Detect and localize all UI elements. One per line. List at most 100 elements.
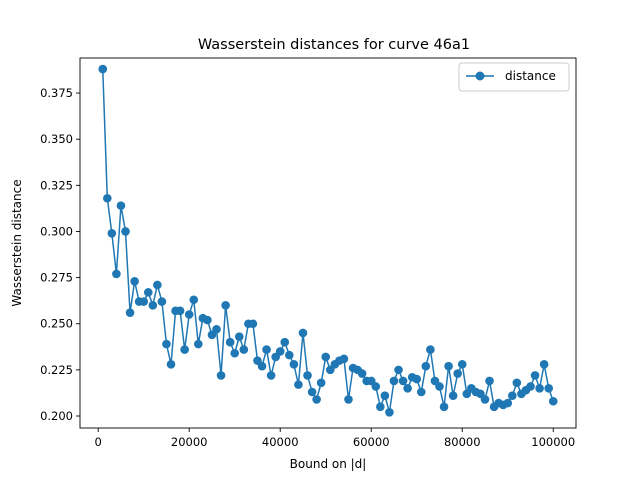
data-point bbox=[225, 337, 235, 347]
data-point bbox=[507, 391, 517, 401]
y-tick-label: 0.275 bbox=[40, 271, 73, 285]
data-point bbox=[180, 345, 189, 354]
y-axis: 0.200 0.225 0.250 0.275 0.300 0.325 0.350 0.375 bbox=[40, 86, 80, 423]
y-tick-label: 0.250 bbox=[40, 317, 73, 331]
legend: distance bbox=[458, 62, 570, 92]
data-point bbox=[316, 378, 326, 388]
data-point bbox=[157, 297, 167, 306]
data-point bbox=[239, 345, 249, 354]
data-point bbox=[535, 384, 544, 393]
data-point bbox=[371, 382, 381, 391]
data-point bbox=[412, 374, 422, 384]
data-point bbox=[230, 348, 240, 358]
plot-layer bbox=[98, 64, 558, 417]
data-point bbox=[248, 319, 258, 329]
data-point bbox=[212, 324, 221, 334]
data-point bbox=[421, 361, 431, 371]
data-point bbox=[485, 376, 494, 386]
data-point bbox=[512, 378, 522, 388]
data-point bbox=[280, 337, 290, 347]
data-point bbox=[221, 300, 230, 310]
data-point bbox=[344, 395, 353, 404]
data-point bbox=[448, 391, 458, 401]
data-point bbox=[539, 360, 549, 369]
y-axis-label: Wasserstein distance bbox=[10, 179, 24, 306]
data-point bbox=[444, 361, 453, 371]
legend-entry-distance: distance bbox=[505, 69, 556, 83]
data-point bbox=[439, 402, 449, 412]
data-point bbox=[216, 371, 226, 380]
x-tick-label: 20000 bbox=[171, 435, 208, 449]
data-point bbox=[194, 339, 203, 349]
data-point bbox=[125, 308, 135, 317]
y-tick-label: 0.300 bbox=[40, 224, 73, 238]
plot-frame bbox=[79, 57, 577, 429]
data-point bbox=[103, 193, 112, 203]
data-point bbox=[385, 408, 394, 417]
data-point bbox=[376, 402, 385, 412]
data-point bbox=[435, 382, 444, 391]
data-point bbox=[130, 276, 139, 286]
data-point bbox=[394, 365, 403, 375]
data-point bbox=[357, 369, 367, 378]
legend-box bbox=[458, 62, 570, 92]
data-point bbox=[162, 339, 171, 349]
data-point bbox=[321, 352, 331, 362]
data-point bbox=[453, 369, 462, 378]
data-point bbox=[189, 295, 199, 305]
data-point bbox=[480, 395, 490, 404]
y-tick-label: 0.350 bbox=[40, 132, 73, 146]
data-point bbox=[303, 371, 312, 380]
y-tick-label: 0.200 bbox=[40, 409, 73, 423]
y-tick-label: 0.375 bbox=[40, 86, 73, 100]
data-point bbox=[153, 280, 162, 290]
data-point bbox=[98, 64, 108, 74]
x-tick-label: 80000 bbox=[444, 435, 481, 449]
data-point bbox=[143, 288, 153, 297]
data-point bbox=[389, 376, 399, 386]
data-point bbox=[175, 306, 185, 316]
data-point bbox=[307, 387, 317, 397]
data-point bbox=[289, 360, 299, 369]
x-tick-label: 60000 bbox=[353, 435, 390, 449]
data-point bbox=[275, 347, 285, 356]
data-point bbox=[526, 382, 535, 391]
data-point bbox=[139, 297, 149, 306]
data-point bbox=[457, 360, 467, 369]
data-point bbox=[285, 350, 294, 360]
data-point bbox=[116, 201, 126, 210]
data-point bbox=[530, 371, 540, 380]
data-point bbox=[294, 380, 303, 389]
data-point bbox=[184, 310, 194, 319]
data-point bbox=[544, 384, 553, 393]
y-tick-label: 0.225 bbox=[40, 363, 73, 377]
data-point bbox=[503, 398, 513, 408]
data-point bbox=[148, 300, 158, 310]
y-tick-label: 0.325 bbox=[40, 178, 73, 192]
x-tick-label: 0 bbox=[95, 435, 102, 449]
data-point bbox=[312, 395, 321, 404]
x-tick-label: 100000 bbox=[531, 435, 575, 449]
data-point bbox=[426, 345, 435, 354]
data-point bbox=[112, 269, 121, 279]
data-point bbox=[203, 315, 212, 325]
data-point bbox=[298, 328, 308, 338]
data-point bbox=[266, 371, 276, 380]
data-point bbox=[107, 229, 117, 238]
legend-marker-swatch bbox=[475, 71, 485, 81]
chart-title: Wasserstein distances for curve 46a1 bbox=[198, 37, 470, 53]
x-tick-label: 40000 bbox=[262, 435, 299, 449]
x-axis-label: Bound on |d| bbox=[290, 457, 367, 471]
data-point bbox=[548, 396, 558, 406]
data-point bbox=[257, 361, 267, 371]
data-point bbox=[121, 227, 130, 236]
data-point bbox=[403, 384, 412, 393]
data-point bbox=[166, 360, 176, 369]
data-point bbox=[234, 332, 244, 341]
data-point bbox=[398, 376, 408, 386]
data-point bbox=[380, 391, 390, 401]
x-axis: 0 20000 40000 60000 80000 100000 bbox=[95, 428, 575, 449]
data-point bbox=[262, 345, 271, 354]
